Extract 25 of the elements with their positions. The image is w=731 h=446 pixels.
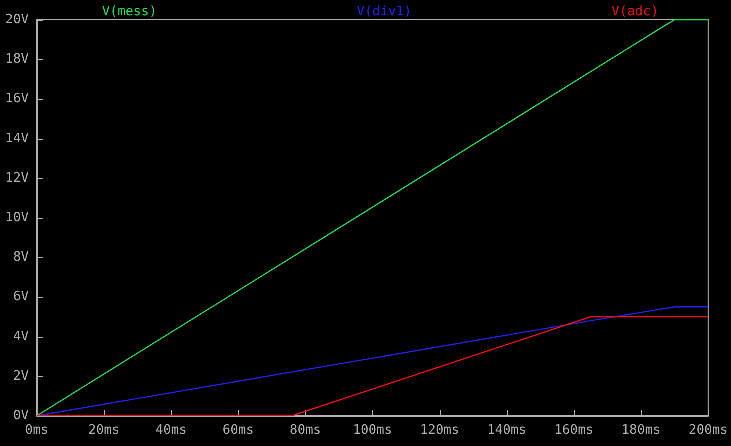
x-tick-label: 80ms bbox=[290, 423, 322, 438]
text: V(adc) bbox=[612, 4, 659, 20]
y-tick-label: 14V bbox=[6, 131, 30, 146]
y-tick-label: 2V bbox=[13, 368, 30, 384]
y-tick-label: 6V bbox=[13, 290, 30, 305]
x-tick-label: 40ms bbox=[156, 423, 187, 438]
x-tick-label: 140ms bbox=[487, 423, 527, 438]
y-tick-label: 10V bbox=[6, 210, 30, 226]
x-tick-label: 20ms bbox=[88, 423, 120, 438]
x-tick-label: 180ms bbox=[622, 423, 661, 438]
text: V(mess) bbox=[102, 4, 158, 20]
y-tick-label: 18V bbox=[6, 52, 30, 68]
y-tick-label: 16V bbox=[6, 92, 30, 107]
y-tick-label: 20V bbox=[6, 12, 30, 28]
x-tick-label: 120ms bbox=[420, 423, 460, 438]
y-tick-label: 8V bbox=[13, 250, 30, 266]
y-tick-label: 12V bbox=[6, 170, 30, 186]
x-tick-label: 100ms bbox=[353, 423, 392, 438]
text: V(div1) bbox=[357, 4, 412, 20]
x-tick-label: 60ms bbox=[222, 423, 254, 438]
y-tick-label: 4V bbox=[13, 329, 30, 344]
x-tick-label: 0ms bbox=[25, 423, 49, 438]
x-tick-label: 200ms bbox=[688, 423, 728, 438]
y-tick-label: 0V bbox=[13, 408, 30, 424]
x-tick-label: 160ms bbox=[554, 423, 594, 438]
